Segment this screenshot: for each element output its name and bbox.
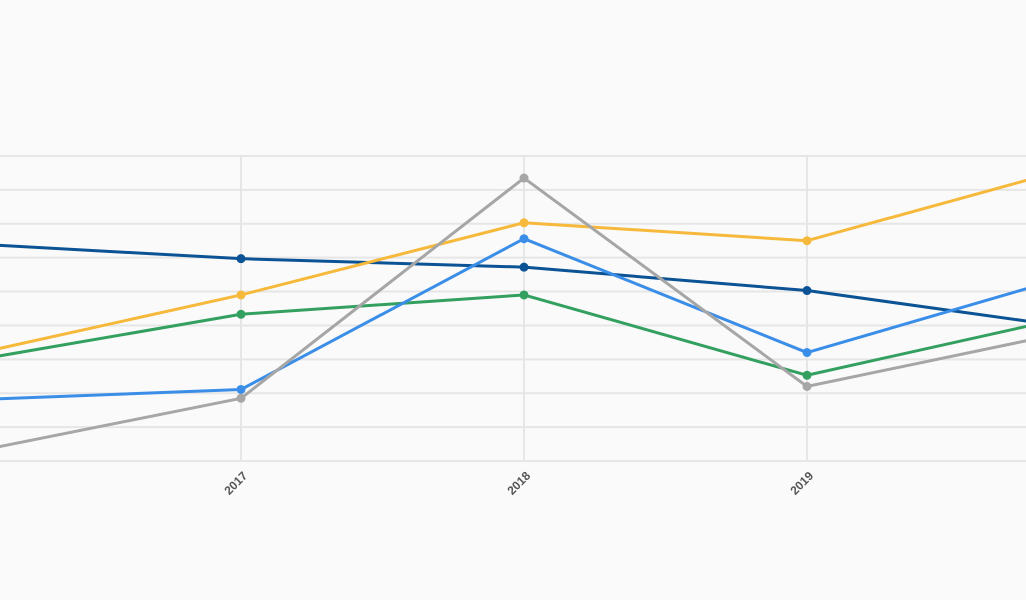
data-point bbox=[519, 173, 529, 183]
data-point bbox=[802, 286, 812, 296]
data-point bbox=[519, 234, 529, 244]
data-point bbox=[236, 290, 246, 300]
data-point bbox=[802, 370, 812, 380]
data-point bbox=[802, 348, 812, 358]
data-point bbox=[802, 236, 812, 246]
series-lines bbox=[0, 176, 1026, 449]
data-point bbox=[236, 384, 246, 394]
data-points bbox=[236, 173, 812, 403]
data-point bbox=[519, 262, 529, 272]
x-tick-label: 2018 bbox=[504, 469, 533, 498]
x-tick-label: 2019 bbox=[787, 469, 816, 498]
data-point bbox=[236, 309, 246, 319]
x-tick-label: 2017 bbox=[221, 469, 250, 498]
data-point bbox=[236, 393, 246, 403]
series-line-1 bbox=[0, 243, 1026, 323]
series-line-4 bbox=[0, 237, 1026, 401]
x-axis-ticks: 2017 2018 2019 bbox=[221, 469, 816, 498]
data-point bbox=[519, 218, 529, 228]
data-point bbox=[802, 381, 812, 391]
data-point bbox=[519, 290, 529, 300]
series-line-5 bbox=[0, 176, 1026, 449]
data-point bbox=[236, 254, 246, 264]
